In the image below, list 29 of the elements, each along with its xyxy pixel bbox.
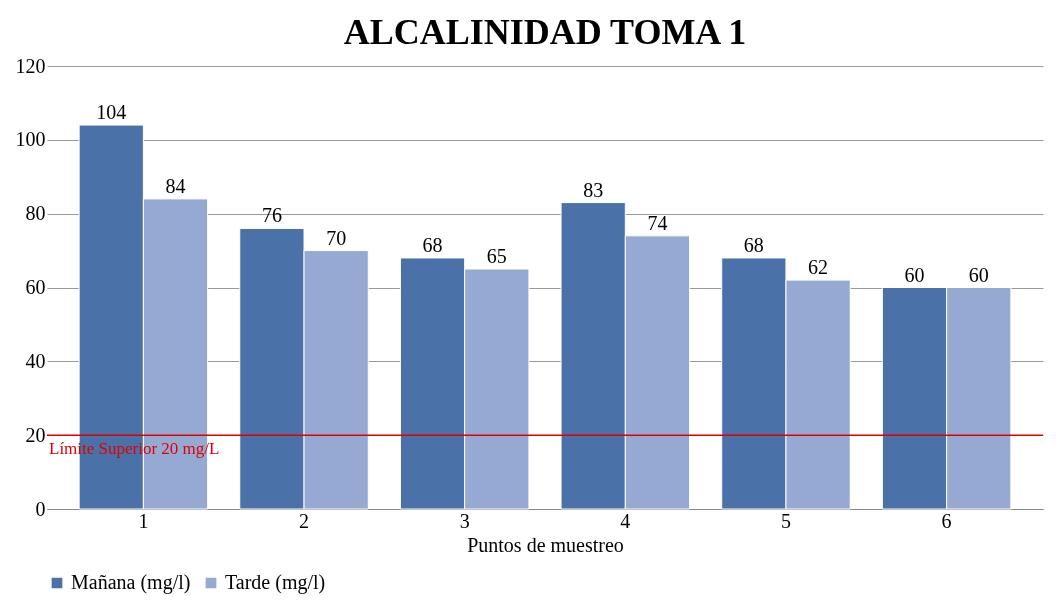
y-tick-label: 100 — [15, 128, 46, 151]
data-label: 70 — [326, 226, 347, 249]
x-tick-label: 3 — [459, 509, 470, 532]
data-label: 104 — [96, 101, 127, 124]
x-tick-label: 1 — [138, 509, 149, 532]
data-label: 74 — [647, 211, 668, 234]
y-tick-label: 20 — [25, 423, 46, 446]
legend-label: Mañana (mg/l) — [71, 571, 191, 594]
data-label: 84 — [165, 174, 186, 197]
y-tick-label: 80 — [25, 202, 46, 225]
data-label: 60 — [968, 263, 989, 286]
legend-label: Tarde (mg/l) — [225, 571, 326, 594]
data-label: 60 — [904, 263, 925, 286]
data-label: 76 — [261, 204, 282, 227]
data-label: 65 — [486, 245, 507, 268]
data-label: 83 — [583, 178, 604, 201]
data-label: 68 — [743, 233, 764, 256]
y-tick-label: 40 — [25, 349, 46, 372]
y-tick-label: 60 — [25, 276, 46, 298]
x-tick-label: 4 — [620, 509, 631, 532]
y-tick-label: 0 — [35, 497, 46, 520]
data-label: 68 — [422, 233, 443, 256]
x-tick-label: 2 — [299, 509, 310, 532]
chart-title: ALCALINIDAD TOMA 1 — [343, 12, 747, 52]
x-tick-label: 5 — [780, 509, 791, 532]
x-tick-label: 6 — [941, 509, 952, 532]
data-label: 62 — [808, 256, 829, 279]
y-tick-label: 120 — [15, 54, 46, 77]
x-axis-title: Puntos de muestreo — [467, 533, 624, 556]
